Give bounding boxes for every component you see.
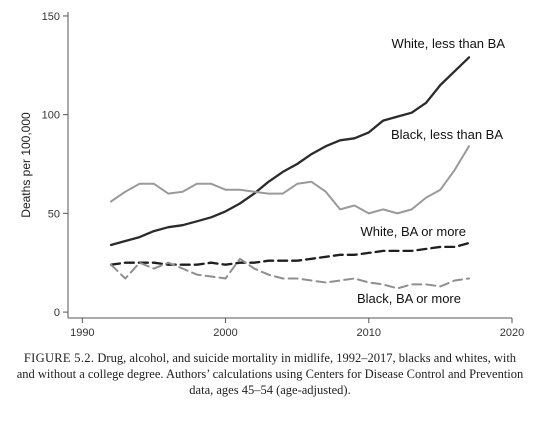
y-tick-label: 150 [42, 11, 60, 23]
series-label-white-less-than-ba: White, less than BA [392, 36, 506, 51]
y-tick-label: 0 [54, 307, 60, 319]
series-label-black-less-than-ba: Black, less than BA [391, 127, 503, 142]
y-tick-label: 50 [48, 208, 60, 220]
series-label-black-ba-or-more: Black, BA or more [357, 291, 461, 306]
x-tick-label: 2020 [500, 327, 524, 339]
series-line-white-less-than-ba [109, 56, 471, 247]
series-line-black-ba-or-more [110, 257, 470, 290]
x-tick-label: 1990 [70, 327, 94, 339]
series-lines [109, 56, 471, 290]
x-tick-label: 2000 [213, 327, 237, 339]
series-line-white-ba-or-more [109, 241, 471, 266]
y-axis-label: Deaths per 100,000 [19, 112, 33, 218]
caption-text: Drug, alcohol, and suicide mortality in … [16, 351, 524, 397]
series-label-white-ba-or-more: White, BA or more [361, 224, 466, 239]
series-labels: White, less than BA Black, less than BA Wh… [357, 36, 505, 306]
figure-caption: FIGURE 5.2. Drug, alcohol, and suicide m… [14, 350, 526, 398]
axes: 0 50 100 150 1990 2000 2010 2020 [42, 11, 525, 339]
caption-figure-number: FIGURE 5.2. [23, 351, 95, 365]
x-tick-label: 2010 [357, 327, 381, 339]
series-line-black-less-than-ba [110, 145, 470, 215]
line-chart: 0 50 100 150 1990 2000 2010 2020 White, less th… [19, 11, 525, 339]
chart-figure: 0 50 100 150 1990 2000 2010 2020 White, less th… [19, 11, 525, 339]
y-tick-label: 100 [42, 110, 60, 122]
